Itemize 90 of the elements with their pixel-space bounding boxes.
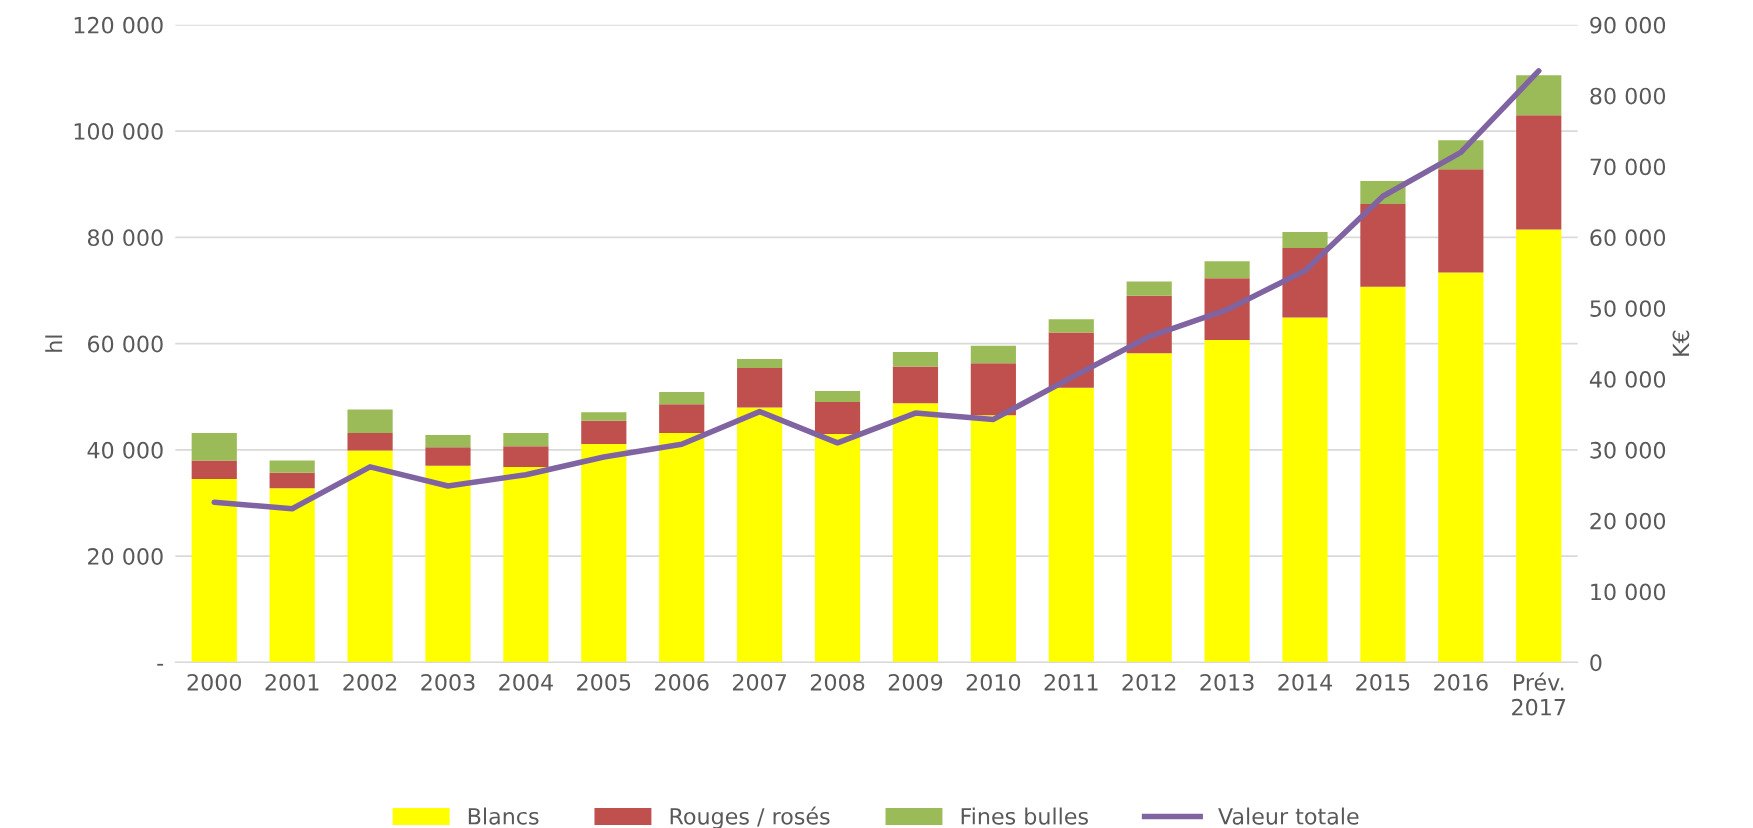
y-tick-label: 120 000 [74, 16, 163, 34]
x-tick-label: 2015 [1356, 673, 1410, 691]
legend-label: Valeur totale [1218, 807, 1359, 825]
x-tick-label: Prév. 2017 [1512, 672, 1566, 716]
bar [1204, 339, 1250, 663]
bar [191, 479, 237, 663]
bar [1360, 203, 1406, 287]
bar [1360, 286, 1406, 663]
bar [269, 460, 315, 473]
y2-tick-label: 50 000 [1590, 300, 1666, 317]
bar [1438, 272, 1484, 663]
bar [659, 391, 705, 405]
bar [347, 450, 393, 663]
y2-tick-label: 60 000 [1590, 229, 1666, 247]
x-tick-label: 2002 [343, 673, 397, 691]
bar [814, 402, 861, 434]
x-tick-label: 2011 [1044, 673, 1098, 691]
bar [581, 412, 627, 421]
bar [814, 390, 861, 403]
bar [892, 403, 939, 663]
y-axis-title: hl [45, 335, 63, 352]
y2-axis-title: K€ [1672, 330, 1690, 356]
y2-tick-label: 0 [1590, 654, 1602, 672]
y-tick-label: 100 000 [74, 123, 163, 140]
x-tick-label: 2008 [810, 673, 865, 691]
bar [503, 432, 549, 447]
bar [659, 404, 705, 433]
x-tick-label: 2006 [655, 673, 709, 691]
bar [737, 359, 783, 369]
x-tick-label: 2005 [577, 673, 631, 691]
legend-label: Fines bulles [961, 807, 1088, 825]
y2-tick-label: 80 000 [1590, 87, 1666, 105]
bar [503, 446, 549, 467]
x-tick-label: 2014 [1278, 673, 1333, 691]
bar [581, 444, 627, 663]
y-tick-label: 20 000 [88, 548, 163, 565]
x-tick-label: 2004 [499, 673, 553, 691]
bar [970, 363, 1016, 416]
bar [503, 466, 549, 663]
bar [1204, 261, 1250, 279]
y-tick-label: 60 000 [87, 335, 163, 353]
y2-tick-label: 20 000 [1590, 512, 1666, 530]
x-tick-label: 2009 [888, 673, 943, 691]
bar [1048, 319, 1094, 333]
bar [659, 432, 705, 663]
bar [1282, 317, 1328, 663]
x-tick-label: 2010 [966, 673, 1021, 691]
bar [970, 345, 1016, 364]
y-tick-label: - [157, 663, 164, 666]
bar [1516, 115, 1562, 230]
bar [1438, 169, 1484, 273]
x-tick-label: 2016 [1434, 673, 1488, 691]
bar [191, 432, 237, 461]
x-tick-label: 2007 [732, 673, 787, 691]
y2-tick-label: 10 000 [1591, 583, 1666, 601]
x-tick-label: 2001 [265, 673, 319, 691]
bar [269, 488, 315, 663]
bar [347, 409, 393, 433]
bar [1282, 232, 1328, 248]
bar [1126, 353, 1172, 663]
bar [737, 368, 783, 408]
bar [269, 472, 315, 489]
bar [425, 447, 471, 466]
bar [892, 366, 939, 404]
bar [425, 465, 471, 663]
legend-label: Rouges / rosés [670, 806, 830, 828]
bar [1048, 387, 1094, 663]
bar [1126, 281, 1172, 296]
bar [814, 433, 861, 663]
bar [737, 407, 783, 663]
bar [581, 420, 627, 445]
bar [892, 352, 939, 367]
bar [1204, 278, 1250, 340]
y-tick-label: 40 000 [87, 441, 163, 459]
y2-tick-label: 30 000 [1590, 441, 1666, 459]
x-tick-label: 2000 [187, 673, 242, 691]
x-tick-label: 2012 [1122, 673, 1176, 691]
legend-label: Blancs [468, 807, 539, 825]
bar [1516, 229, 1562, 663]
x-tick-label: 2013 [1200, 673, 1254, 691]
bar [347, 432, 393, 451]
y2-tick-label: 40 000 [1589, 370, 1666, 388]
bar [1516, 75, 1562, 116]
x-tick-label: 2003 [421, 673, 475, 691]
bar [191, 460, 237, 480]
bar [970, 415, 1016, 663]
y-tick-label: 80 000 [87, 229, 163, 247]
y2-tick-label: 70 000 [1590, 158, 1666, 176]
bar [425, 435, 471, 448]
y2-tick-label: 90 000 [1590, 16, 1666, 34]
